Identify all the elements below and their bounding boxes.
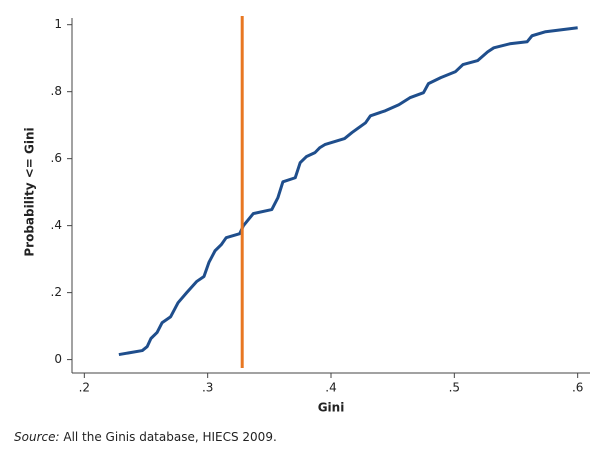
source-note: Source: All the Ginis database, HIECS 20…	[14, 430, 277, 444]
y-tick-label: .6	[51, 151, 62, 165]
x-tick-label: .6	[572, 381, 583, 395]
y-tick-label: 0	[54, 352, 62, 366]
source-text: All the Ginis database, HIECS 2009.	[63, 430, 277, 444]
cdf-line	[118, 26, 578, 357]
x-axis-title: Gini	[318, 401, 345, 415]
chart: Gini Probability <= Gini 0 .2 .4 .6 .8 1 .2 .3.…	[23, 16, 590, 415]
x-tick-label: .3	[202, 381, 213, 395]
y-axis-title: Probability <= Gini	[23, 127, 37, 256]
x-tick-label: .5	[449, 381, 460, 395]
source-label: Source:	[14, 430, 60, 444]
y-tick-label: .8	[51, 84, 62, 98]
x-tick-label: .4	[325, 381, 336, 395]
y-tick-label: .4	[51, 218, 62, 232]
x-tick-label: .2	[79, 381, 90, 395]
y-tick-label: 1	[54, 17, 62, 31]
y-tick-label: .2	[51, 285, 62, 299]
